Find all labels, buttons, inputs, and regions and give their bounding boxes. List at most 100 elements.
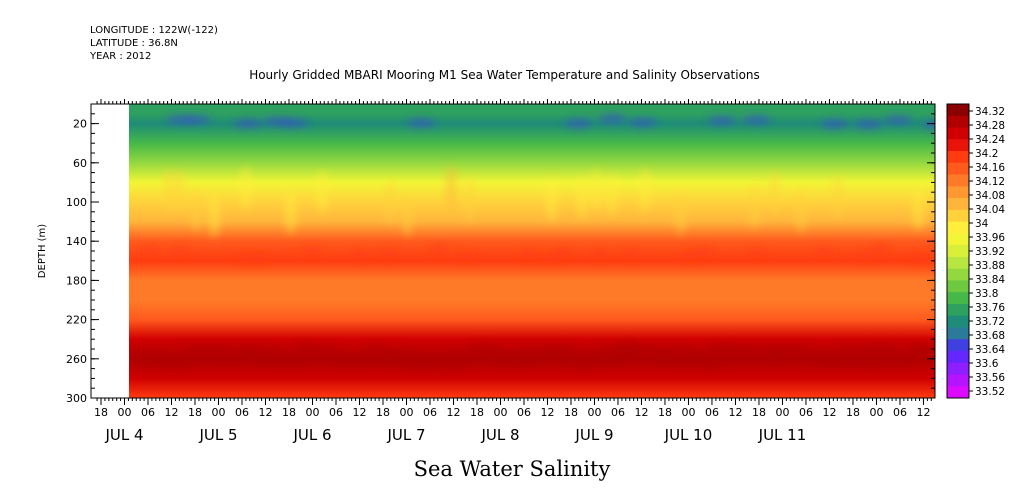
x-hour-label: 12 bbox=[728, 406, 742, 419]
colorbar-swatch bbox=[947, 350, 969, 364]
x-hour-label: 12 bbox=[634, 406, 648, 419]
colorbar-label: 33.64 bbox=[975, 344, 1005, 356]
deep-max-blob bbox=[696, 354, 724, 370]
mid-blob bbox=[169, 245, 190, 256]
intrusion-blob bbox=[749, 183, 762, 228]
colorbar-swatch bbox=[947, 221, 969, 234]
plot-area-blank bbox=[91, 104, 129, 398]
colorbar-swatch bbox=[947, 327, 969, 340]
y-axis: 20 60 100 140 180 220 260 300 bbox=[66, 103, 935, 405]
x-hour-label: 06 bbox=[329, 406, 343, 419]
intrusion-blob bbox=[445, 165, 458, 210]
intrusion-blob bbox=[173, 169, 186, 214]
colorbar-swatch bbox=[947, 115, 969, 129]
intrusion-blob bbox=[590, 167, 603, 212]
surface-fresh-blob bbox=[564, 119, 593, 128]
colorbar-swatch bbox=[947, 245, 969, 258]
deep-max-blob bbox=[914, 342, 935, 359]
mid-blob bbox=[519, 249, 540, 260]
x-hour-label: 06 bbox=[799, 406, 813, 419]
deep-max-blob bbox=[281, 354, 311, 365]
y-tick-label: 60 bbox=[73, 157, 87, 170]
texture-blobs bbox=[129, 114, 935, 371]
colorbar-swatch bbox=[947, 104, 969, 117]
colorbar-swatch bbox=[947, 386, 969, 399]
heatmap-texture bbox=[129, 114, 935, 371]
longitude-label: LONGITUDE : 122W(-122) bbox=[90, 25, 218, 36]
x-hour-label: 06 bbox=[611, 406, 625, 419]
mid-blob bbox=[428, 244, 449, 255]
surface-fresh-blob bbox=[707, 116, 736, 125]
intrusion-blob bbox=[463, 176, 476, 221]
x-day-label: JUL 11 bbox=[758, 426, 807, 444]
colorbar-swatch bbox=[947, 292, 969, 305]
mid-blob bbox=[553, 247, 574, 258]
x-hour-label: 00 bbox=[305, 406, 319, 419]
x-hour-label: 12 bbox=[352, 406, 366, 419]
surface-fresh-blob bbox=[628, 118, 657, 127]
intrusion-blob bbox=[638, 168, 651, 213]
intrusion-blob bbox=[768, 171, 781, 216]
x-hour-label: 06 bbox=[705, 406, 719, 419]
intrusion-blob bbox=[316, 170, 329, 215]
deep-max-blob bbox=[293, 342, 318, 357]
intrusion-blob bbox=[162, 168, 175, 213]
intrusion-blob bbox=[605, 172, 618, 217]
colorbar-label: 33.68 bbox=[975, 330, 1005, 342]
x-hour-label: 12 bbox=[446, 406, 460, 419]
x-hour-label: 00 bbox=[587, 406, 601, 419]
mid-blob bbox=[456, 251, 477, 262]
intrusion-blob bbox=[284, 189, 297, 234]
colorbar-swatch bbox=[947, 139, 969, 152]
colorbar-label: 33.72 bbox=[975, 316, 1005, 328]
mid-blob bbox=[619, 249, 640, 260]
x-day-label: JUL 6 bbox=[292, 426, 331, 444]
x-hour-label: 06 bbox=[235, 406, 249, 419]
intrusion-blob bbox=[401, 192, 414, 237]
deep-max-blob bbox=[855, 356, 885, 369]
colorbar-swatch bbox=[947, 186, 969, 199]
colorbar-swatch bbox=[947, 280, 969, 293]
x-day-label: JUL 7 bbox=[386, 426, 425, 444]
mid-blob bbox=[379, 248, 400, 259]
deep-max-blob bbox=[817, 354, 860, 369]
mid-blob bbox=[301, 245, 322, 256]
colorbar-label: 34.16 bbox=[975, 162, 1005, 174]
x-hour-label: 12 bbox=[258, 406, 272, 419]
colorbar-swatch bbox=[947, 374, 969, 387]
deep-max-blob bbox=[836, 344, 869, 356]
colorbar-label: 34.24 bbox=[975, 134, 1005, 146]
surface-fresh-blob bbox=[280, 118, 309, 127]
colorbar-label: 33.8 bbox=[975, 288, 998, 300]
mid-blob bbox=[588, 249, 609, 260]
colorbar-label: 33.6 bbox=[975, 358, 999, 370]
y-tick-label: 260 bbox=[66, 353, 87, 366]
colorbar-label: 33.52 bbox=[975, 386, 1005, 398]
surface-fresh-blob bbox=[598, 114, 627, 123]
intrusion-blob bbox=[674, 190, 687, 235]
colorbar-label: 34.04 bbox=[975, 204, 1005, 216]
colorbar-label: 33.76 bbox=[975, 302, 1005, 314]
surface-fresh-blob bbox=[854, 120, 883, 129]
x-hour-label: 06 bbox=[893, 406, 907, 419]
x-hour-label: 00 bbox=[117, 406, 131, 419]
surface-fresh-blob bbox=[922, 120, 935, 129]
x-hour-label: 06 bbox=[423, 406, 437, 419]
colorbar-swatch bbox=[947, 362, 969, 375]
x-hour-label: 00 bbox=[399, 406, 413, 419]
x-day-label: JUL 10 bbox=[664, 426, 713, 444]
x-hour-label: 06 bbox=[141, 406, 155, 419]
x-hour-label: 18 bbox=[376, 406, 390, 419]
mid-blob bbox=[140, 244, 161, 255]
mid-blob bbox=[814, 246, 835, 257]
x-day-label: JUL 8 bbox=[480, 426, 519, 444]
colorbar-label: 34.32 bbox=[975, 106, 1005, 118]
x-hour-label: 18 bbox=[282, 406, 296, 419]
chart-subtitle: Sea Water Salinity bbox=[414, 457, 611, 481]
mid-blob bbox=[748, 247, 769, 258]
mid-blob bbox=[856, 251, 877, 262]
x-hour-label: 18 bbox=[752, 406, 766, 419]
colorbar-label: 34 bbox=[975, 218, 989, 230]
intrusion-blob bbox=[831, 175, 844, 220]
